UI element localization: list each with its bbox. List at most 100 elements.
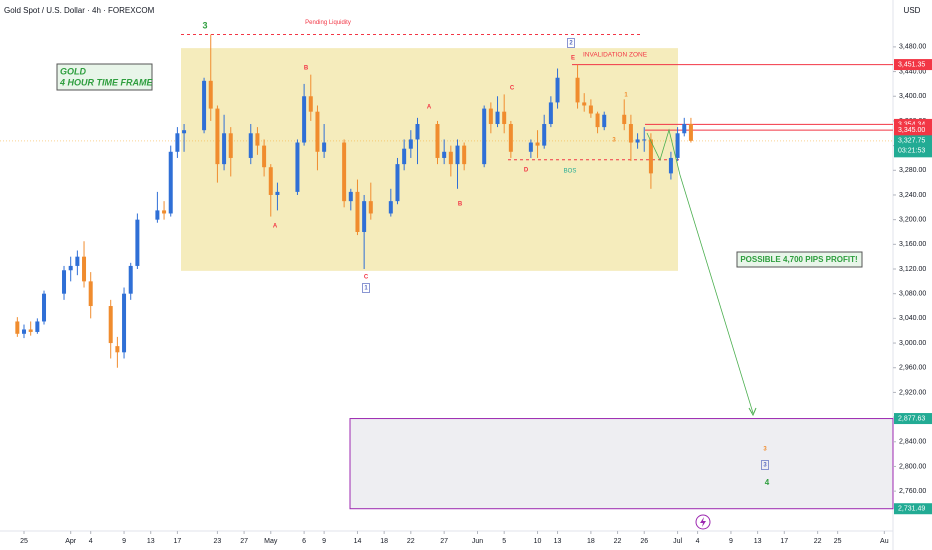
x-tick-label: 13 — [147, 538, 155, 545]
candle-body — [688, 124, 693, 141]
candle-body — [682, 124, 687, 134]
candle-body — [575, 77, 580, 103]
y-tick-label: 2,800.00 — [899, 463, 926, 470]
candle-body — [668, 157, 673, 174]
projection-path — [646, 128, 754, 414]
wave-label: 3 — [763, 447, 767, 453]
x-tick-label: May — [264, 538, 278, 545]
wave-label: 3 — [202, 20, 207, 30]
candle-body — [542, 124, 547, 146]
invalidation-label: INVALIDATION ZONE — [583, 51, 648, 58]
candle-body — [308, 96, 313, 112]
countdown: 03:21:53 — [898, 148, 925, 155]
candle-body — [175, 133, 180, 152]
candle-body — [482, 108, 487, 165]
candle-body — [128, 265, 133, 294]
candle-body — [155, 210, 160, 220]
candle-body — [355, 191, 360, 232]
y-tick-label: 3,080.00 — [899, 291, 926, 298]
x-tick-label: 27 — [240, 538, 248, 545]
wave-label: E — [571, 56, 575, 62]
wave-label: B — [458, 202, 463, 208]
candle-body — [395, 164, 400, 202]
x-tick-label: 5 — [502, 538, 506, 545]
x-tick-label: 18 — [587, 538, 595, 545]
x-tick-label: Au — [880, 538, 889, 545]
candle-body — [488, 108, 493, 125]
wave-label: 4 — [765, 478, 770, 487]
candle-body — [215, 108, 220, 165]
candle-body — [415, 124, 420, 140]
y-tick-label: 3,000.00 — [899, 340, 926, 347]
candle-body — [455, 145, 460, 165]
arrow-head — [748, 407, 757, 417]
candle-body — [555, 77, 560, 103]
y-tick-label: 3,480.00 — [899, 44, 926, 51]
candle-body — [255, 133, 260, 146]
candle-body — [595, 113, 600, 128]
candle-body — [15, 321, 20, 334]
candle-body — [202, 80, 207, 131]
price-label-box — [894, 124, 932, 136]
y-tick-label: 3,280.00 — [899, 167, 926, 174]
candle-body — [108, 306, 113, 344]
candle-body — [68, 265, 73, 271]
price-label: 3,345.00 — [898, 127, 925, 134]
price-label: 3,327.75 — [898, 138, 925, 145]
candle-body — [302, 96, 307, 143]
wave-box — [761, 460, 769, 470]
target-box — [349, 418, 894, 510]
candle-body — [582, 102, 587, 106]
candle-body — [442, 151, 447, 158]
price-label-box — [894, 503, 932, 515]
candle-body — [115, 346, 120, 353]
range-box — [181, 48, 678, 271]
wave-label: C — [364, 275, 369, 281]
x-tick-label: 13 — [554, 538, 562, 545]
y-tick-label: 3,400.00 — [899, 93, 926, 100]
x-tick-label: 9 — [322, 538, 326, 545]
x-tick-label: 9 — [729, 538, 733, 545]
candle-body — [535, 142, 540, 146]
timeframe-box — [56, 63, 153, 91]
x-tick-label: 18 — [380, 538, 388, 545]
x-tick-label: 10 — [534, 538, 542, 545]
candle-body — [268, 167, 273, 195]
candle-body — [628, 124, 633, 143]
y-tick-label: 3,440.00 — [899, 68, 926, 75]
candle-body — [588, 105, 593, 114]
candle-body — [275, 191, 280, 195]
candle-body — [88, 281, 93, 307]
candle-body — [75, 256, 80, 266]
candle-body — [508, 124, 513, 152]
candle-body — [322, 142, 327, 152]
x-tick-label: 17 — [174, 538, 182, 545]
profit-note: POSSIBLE 4,700 PIPS PROFIT! — [740, 255, 857, 264]
y-tick-label: 2,920.00 — [899, 389, 926, 396]
price-label-box — [894, 59, 932, 71]
candle-body — [502, 111, 507, 125]
x-tick-label: 25 — [20, 538, 28, 545]
candle-body — [648, 139, 653, 174]
profit-box — [736, 251, 863, 268]
candle-body — [228, 133, 233, 158]
x-tick-label: 23 — [214, 538, 222, 545]
x-tick-label: 9 — [122, 538, 126, 545]
price-label-box — [894, 413, 932, 425]
x-tick-label: Jun — [472, 538, 483, 545]
candle-body — [548, 102, 553, 125]
x-tick-label: Jul — [673, 538, 682, 545]
candle-body — [62, 270, 67, 294]
x-tick-label: 4 — [696, 538, 700, 545]
bos-label: BOS — [564, 168, 577, 174]
candle-body — [362, 201, 367, 232]
candle-body — [402, 148, 407, 165]
candle-body — [168, 151, 173, 214]
wave-label: D — [524, 168, 529, 174]
x-tick-label: 14 — [354, 538, 362, 545]
x-tick-label: Apr — [65, 538, 77, 545]
candle-body — [462, 145, 467, 165]
candle-body — [342, 142, 347, 202]
x-tick-label: 4 — [89, 538, 93, 545]
y-tick-label: 3,240.00 — [899, 192, 926, 199]
